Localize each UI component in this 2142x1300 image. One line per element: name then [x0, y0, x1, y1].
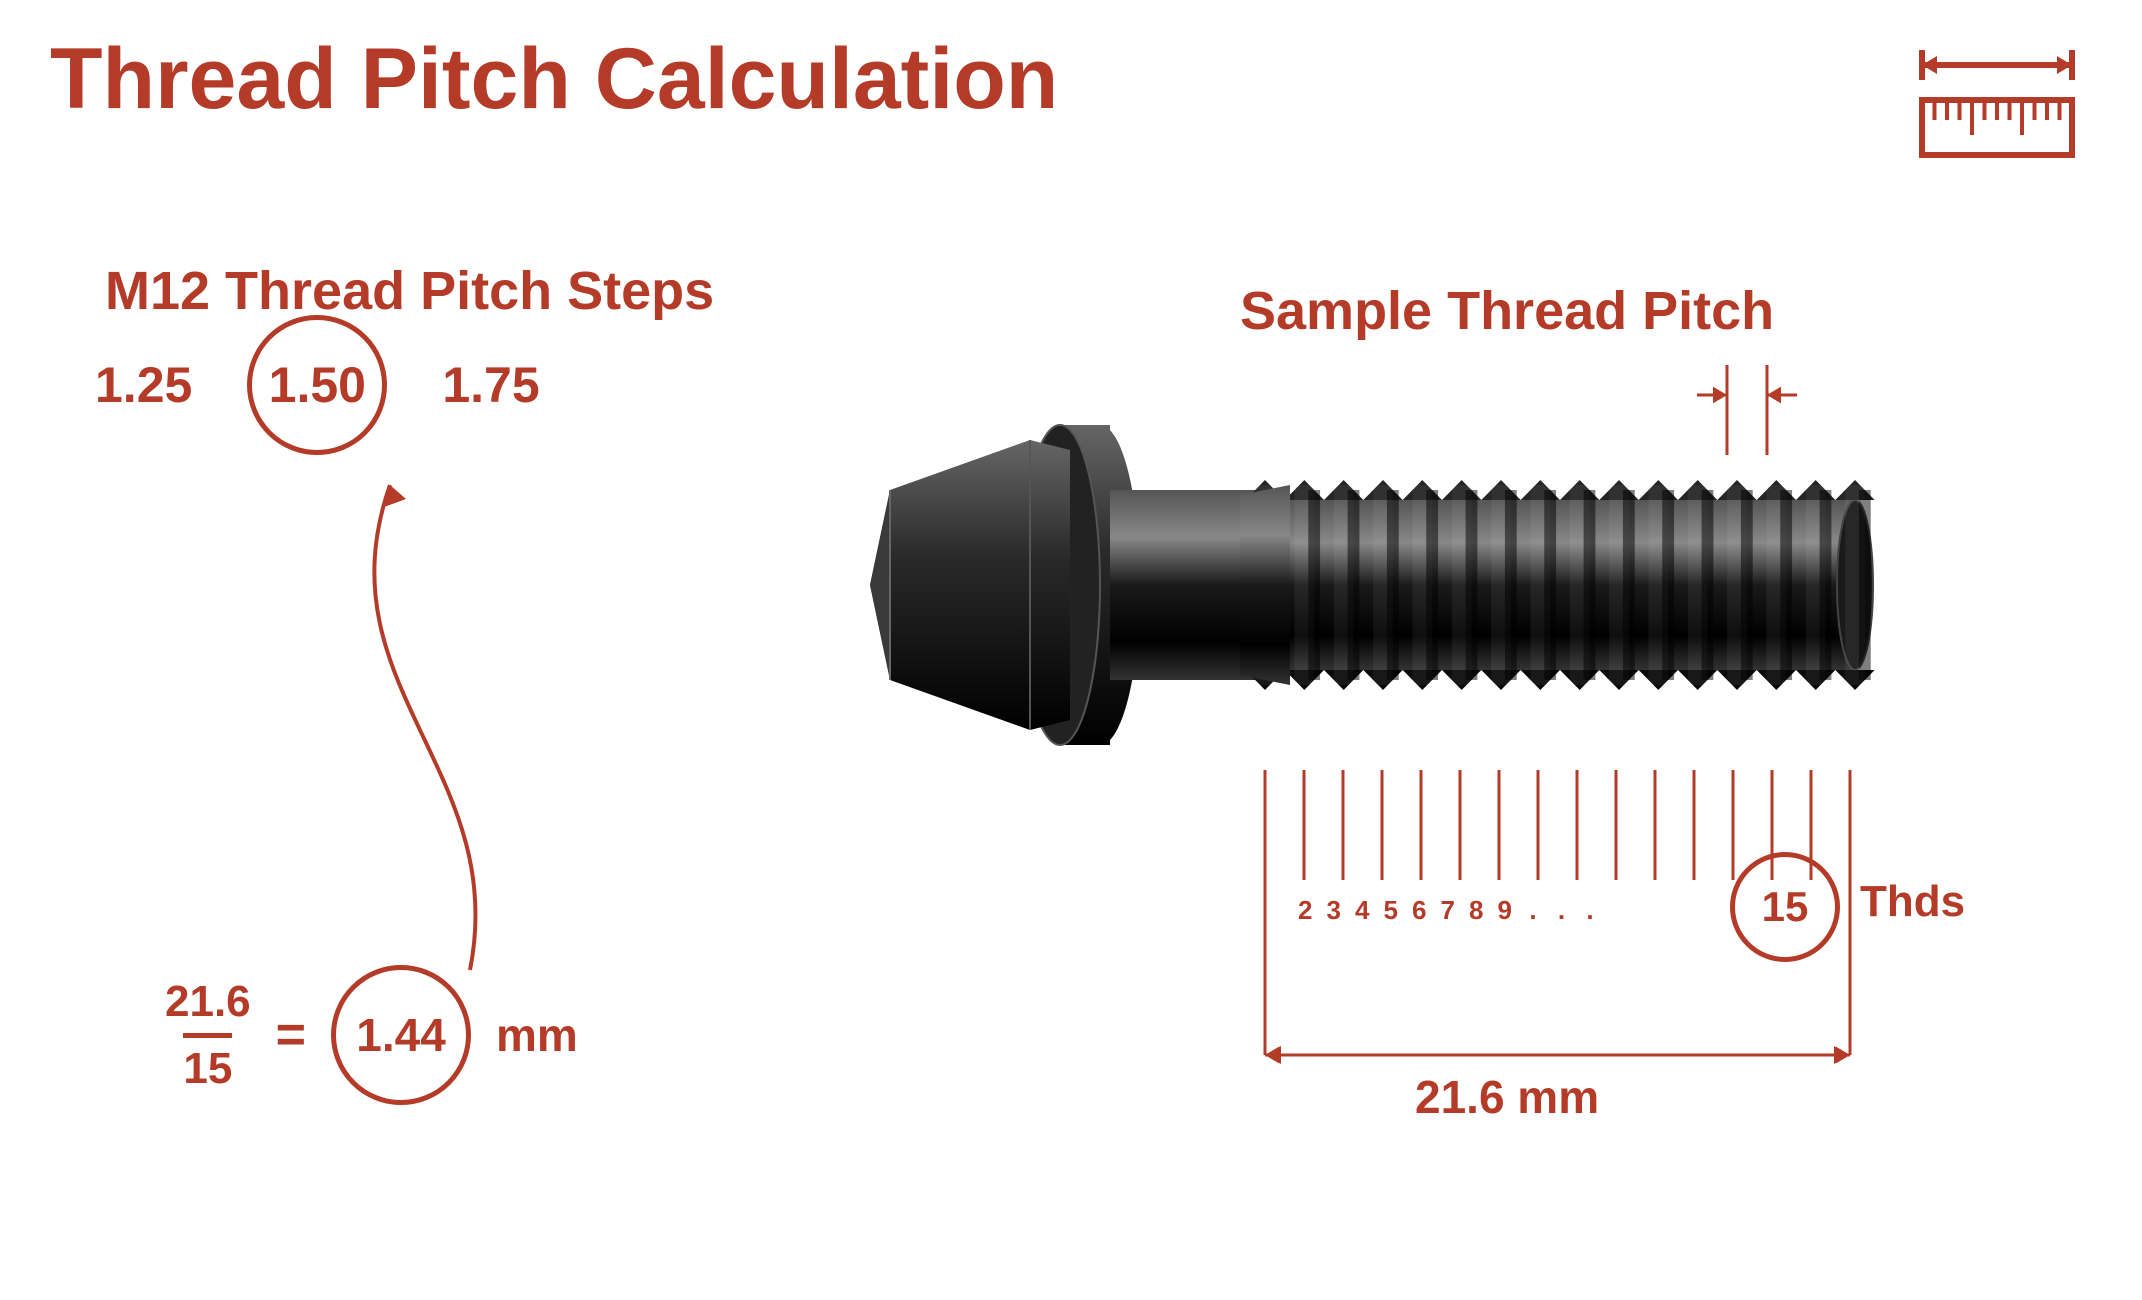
measured-length-label: 21.6 mm	[1415, 1070, 1599, 1124]
equals-sign: =	[276, 1005, 306, 1065]
page-title: Thread Pitch Calculation	[50, 30, 1058, 129]
sample-subtitle: Sample Thread Pitch	[1240, 280, 1774, 342]
thread-num: 4	[1355, 895, 1369, 926]
thread-num: 7	[1441, 895, 1455, 926]
thread-num: .	[1555, 895, 1569, 926]
fraction-numerator: 21.6	[165, 977, 251, 1033]
calculation-block: 21.6 15 = 1.44 mm	[165, 965, 578, 1105]
pitch-step-1_50: 1.50	[247, 315, 387, 455]
thread-num: 3	[1327, 895, 1341, 926]
steps-row: 1.251.501.75	[95, 355, 540, 415]
steps-subtitle: M12 Thread Pitch Steps	[105, 260, 714, 322]
pitch-step-1_75: 1.75	[442, 356, 539, 414]
measure-icon	[1912, 40, 2082, 175]
thread-total-circle: 15	[1730, 852, 1840, 962]
result-circle: 1.44	[331, 965, 471, 1105]
thread-num: 9	[1498, 895, 1512, 926]
thread-unit-label: Thds	[1860, 877, 1965, 927]
thread-num: 6	[1412, 895, 1426, 926]
thread-num: 8	[1469, 895, 1483, 926]
fraction: 21.6 15	[165, 977, 251, 1094]
fraction-denominator: 15	[183, 1033, 232, 1094]
bolt-illustration	[870, 410, 1880, 760]
thread-num: .	[1526, 895, 1540, 926]
thread-count-numbers: 23456789...	[1298, 895, 1597, 926]
thread-num: 2	[1298, 895, 1312, 926]
result-unit: mm	[496, 1008, 578, 1062]
thread-num: 5	[1384, 895, 1398, 926]
thread-num: .	[1583, 895, 1597, 926]
pitch-step-1_25: 1.25	[95, 356, 192, 414]
